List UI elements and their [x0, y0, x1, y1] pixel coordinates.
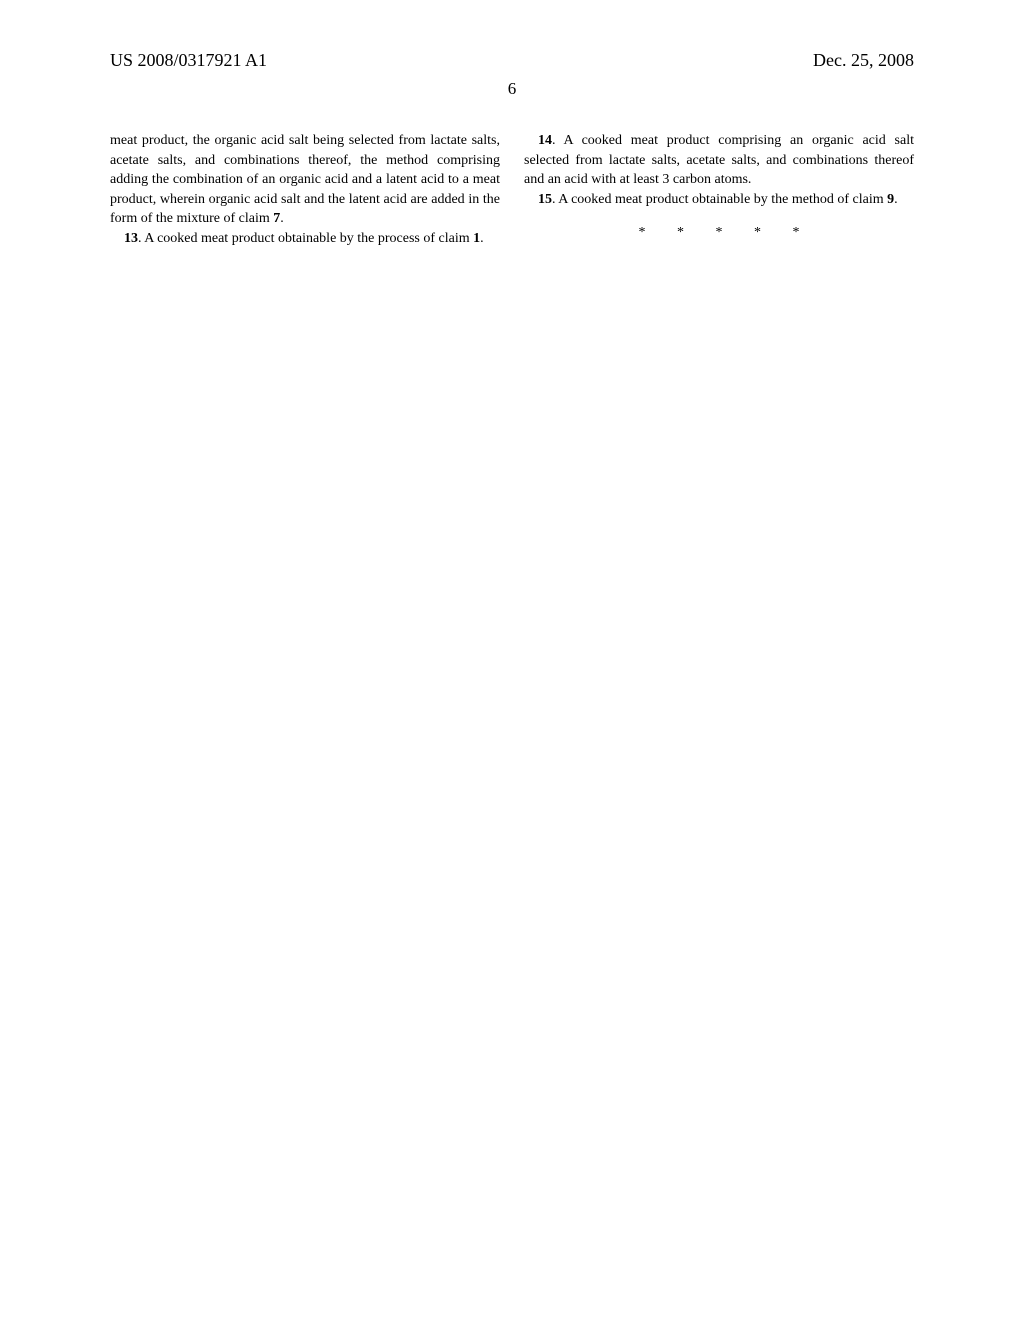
- claim-15: 15. A cooked meat product obtainable by …: [524, 190, 914, 210]
- page-number: 6: [110, 79, 914, 99]
- left-column: meat product, the organic acid salt bein…: [110, 131, 500, 249]
- claim-14: 14. A cooked meat product comprising an …: [524, 131, 914, 190]
- publication-number: US 2008/0317921 A1: [110, 50, 267, 71]
- end-asterisks: * * * * *: [524, 223, 914, 243]
- content-columns: meat product, the organic acid salt bein…: [110, 131, 914, 249]
- page-container: US 2008/0317921 A1 Dec. 25, 2008 6 meat …: [0, 0, 1024, 1320]
- right-column: 14. A cooked meat product comprising an …: [524, 131, 914, 249]
- page-header: US 2008/0317921 A1 Dec. 25, 2008: [110, 50, 914, 71]
- publication-date: Dec. 25, 2008: [813, 50, 914, 71]
- claim-13: 13. A cooked meat product obtainable by …: [110, 229, 500, 249]
- claim-continuation: meat product, the organic acid salt bein…: [110, 131, 500, 229]
